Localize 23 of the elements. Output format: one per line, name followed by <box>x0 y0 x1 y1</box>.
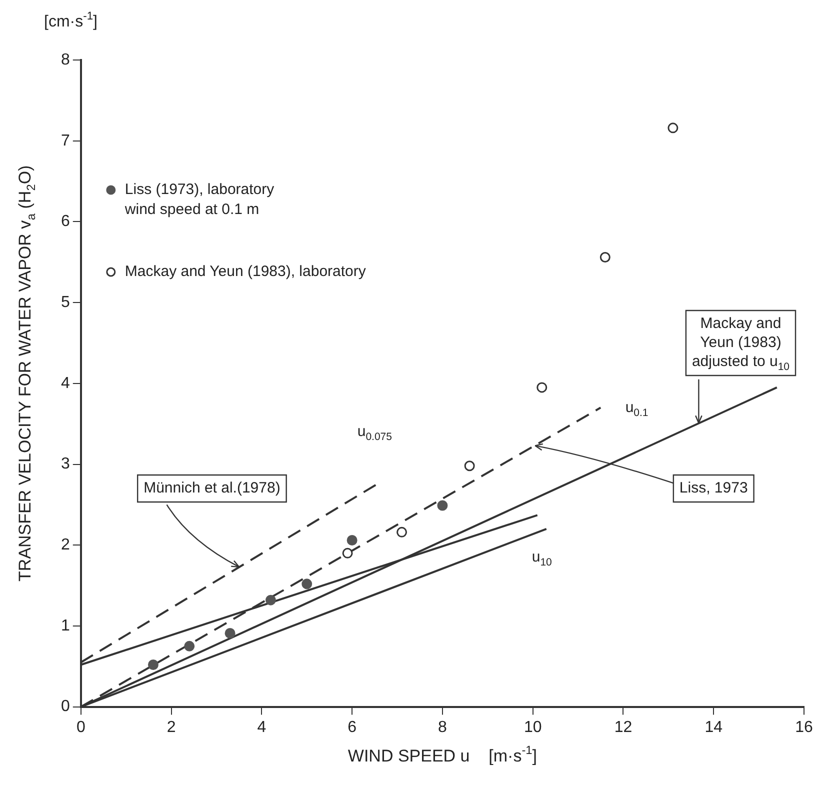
x-tick-label: 10 <box>524 718 542 736</box>
y-tick-label: 4 <box>60 374 70 392</box>
y-tick-label: 8 <box>60 51 70 68</box>
y-tick-label: 1 <box>60 617 70 634</box>
x-tick-label: 0 <box>76 718 86 736</box>
y-tick-label: 5 <box>60 294 70 311</box>
x-tick-label: 14 <box>704 718 723 736</box>
annotation: Münnich et al.(1978) <box>144 480 280 497</box>
legend-label: Mackay and Yeun (1983), laboratory <box>124 263 366 280</box>
y-tick-label: 0 <box>60 698 70 716</box>
x-tick-label: 12 <box>614 718 632 736</box>
y-tick-label: 3 <box>60 456 70 473</box>
y-tick-label: 2 <box>60 536 70 554</box>
y-axis-title: TRANSFER VELOCITY FOR WATER VAPOR va (H2O) <box>16 165 38 582</box>
x-tick-label: 8 <box>438 718 447 736</box>
annotation: Liss, 1973 <box>679 480 748 497</box>
y-tick-label: 7 <box>60 132 70 150</box>
legend-label: Liss (1973), laboratory wind speed at 0.1 m <box>124 181 275 218</box>
x-tick-label: 6 <box>348 718 357 736</box>
y-tick-label: 6 <box>60 213 70 230</box>
x-tick-label: 4 <box>257 718 266 736</box>
x-tick-label: 16 <box>795 718 813 736</box>
x-tick-label: 2 <box>166 718 176 736</box>
